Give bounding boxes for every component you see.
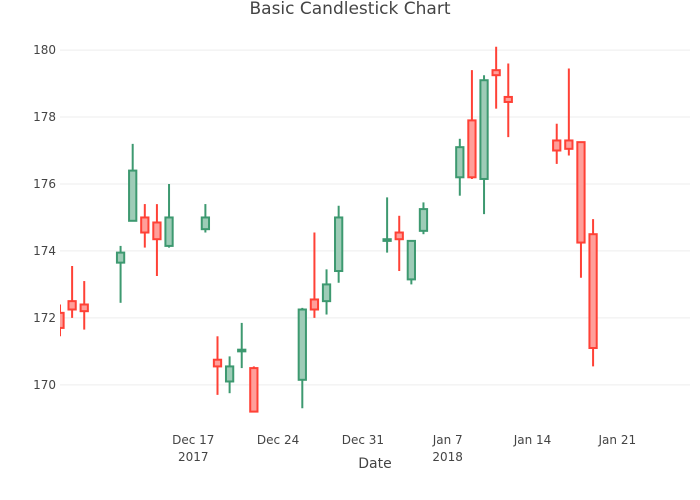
candle-decreasing [491, 46, 501, 109]
candles [60, 46, 598, 413]
y-tick-label: 172 [33, 311, 56, 325]
candle-body [67, 300, 77, 311]
candle-body [382, 238, 392, 242]
candle-decreasing [576, 141, 586, 278]
candle-increasing [455, 138, 465, 196]
x-tick-label: Dec 31 [342, 433, 384, 447]
x-tick-label: Dec 17 [172, 433, 214, 447]
candle-decreasing [503, 63, 513, 138]
candle-body [79, 303, 89, 313]
candle-body [552, 139, 562, 152]
candle-body [60, 311, 65, 329]
x-axis-ticks: Dec 17 2017 Dec 24 Dec 31 Jan 7 2018 Jan 14 Jan… [172, 433, 636, 464]
candle-decreasing [212, 336, 223, 395]
candle-body [321, 283, 332, 303]
y-tick-label: 170 [33, 378, 56, 392]
candle-increasing [115, 245, 126, 303]
candle-decreasing [67, 265, 77, 318]
candle-increasing [406, 239, 416, 285]
candle-increasing [237, 322, 247, 369]
candle-decreasing [152, 204, 162, 277]
candle-body [455, 146, 465, 179]
y-tick-label: 176 [33, 177, 56, 191]
candle-body [503, 95, 513, 103]
x-tick-label: Dec 24 [257, 433, 299, 447]
candle-decreasing [564, 68, 574, 156]
candle-decreasing [60, 304, 65, 337]
y-axis-ticks: 170 172 174 176 178 180 [33, 43, 56, 392]
candle-increasing [321, 269, 332, 315]
candle-decreasing [552, 123, 562, 164]
x-tick-year-label: 2017 [178, 450, 209, 464]
candle-body [224, 365, 235, 383]
candle-body [115, 251, 126, 264]
candle-body [297, 308, 307, 381]
candle-decreasing [249, 366, 259, 413]
candle-body [128, 169, 138, 222]
candle-body [212, 358, 223, 368]
candle-decreasing [140, 204, 150, 248]
gridlines [60, 49, 690, 386]
candle-body [564, 139, 574, 150]
candle-body [152, 221, 162, 241]
candle-decreasing [79, 281, 89, 330]
candle-body [334, 216, 344, 273]
candle-body [249, 367, 259, 413]
x-tick-label: Jan 21 [598, 433, 637, 447]
candle-increasing [479, 75, 489, 215]
candle-body [309, 298, 320, 311]
candle-body [406, 239, 416, 281]
candle-body [588, 233, 598, 350]
candle-increasing [224, 356, 235, 394]
candle-body [237, 348, 247, 353]
candle-increasing [200, 204, 211, 233]
candle-decreasing [588, 219, 598, 367]
candle-body [576, 141, 586, 244]
candle-body [479, 79, 489, 180]
candle-body [491, 69, 501, 77]
y-tick-label: 174 [33, 244, 56, 258]
candle-increasing [164, 183, 174, 248]
candle-increasing [128, 143, 138, 222]
chart-title: Basic Candlestick Chart [249, 0, 450, 19]
candle-body [394, 231, 404, 241]
x-axis-title: Date [358, 456, 391, 472]
candle-body [418, 208, 429, 232]
candle-body [140, 216, 150, 234]
candle-increasing [382, 197, 392, 253]
y-tick-label: 180 [33, 43, 56, 57]
candle-increasing [334, 205, 344, 283]
candle-decreasing [394, 215, 404, 272]
candle-decreasing [467, 70, 477, 179]
candle-increasing [297, 307, 307, 409]
candle-decreasing [309, 232, 320, 318]
candle-increasing [418, 202, 429, 235]
candle-body [164, 216, 174, 247]
candle-body [200, 216, 211, 231]
x-tick-label: Jan 7 [432, 433, 463, 447]
x-tick-year-label: 2018 [432, 450, 463, 464]
candle-body [467, 119, 477, 179]
x-tick-label: Jan 14 [513, 433, 552, 447]
y-tick-label: 178 [33, 110, 56, 124]
